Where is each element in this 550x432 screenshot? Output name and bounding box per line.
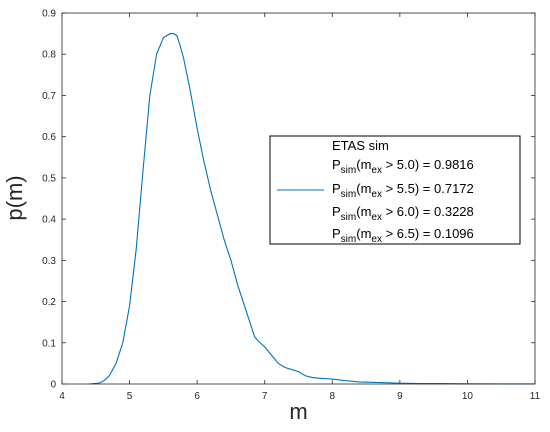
y-tick-label: 0.9	[42, 9, 56, 20]
x-tick-labels: 4 5 6 7 8 9 10 11	[59, 391, 540, 402]
y-tick-label: 0.2	[42, 297, 56, 308]
y-tick-label: 0.4	[42, 215, 56, 226]
y-tick-label: 0	[50, 380, 56, 391]
x-tick-label: 10	[462, 391, 474, 402]
y-axis-label: p(m)	[2, 175, 27, 220]
x-tick-label: 11	[530, 391, 541, 402]
y-tick-label: 0.3	[42, 256, 56, 267]
x-tick-label: 5	[127, 391, 133, 402]
series-line-etas-sim	[88, 33, 536, 385]
y-tick-labels: 0 0.1 0.2 0.3 0.4 0.5 0.6 0.7 0.8 0.9	[42, 9, 56, 391]
y-tick-label: 0.1	[42, 338, 56, 349]
x-tick-label: 4	[59, 391, 65, 402]
y-tick-label: 0.8	[42, 50, 56, 61]
legend-title: ETAS sim	[332, 138, 389, 153]
x-tick-label: 9	[397, 391, 403, 402]
legend: ETAS sim Psim(mex > 5.0) = 0.9816 Psim(m…	[269, 135, 521, 245]
x-tick-label: 8	[330, 391, 336, 402]
y-tick-label: 0.6	[42, 132, 56, 143]
x-axis-label: m	[289, 399, 307, 424]
legend-entry-2: Psim(mex > 5.5) = 0.7172	[332, 181, 474, 200]
legend-entry-1: Psim(mex > 5.0) = 0.9816	[332, 157, 474, 176]
y-tick-label: 0.7	[42, 91, 56, 102]
plot-area-frame	[61, 12, 536, 385]
y-tick-label: 0.5	[42, 173, 56, 184]
x-tick-label: 7	[262, 391, 268, 402]
legend-entry-4: Psim(mex > 6.5) = 0.1096	[332, 226, 474, 245]
legend-entry-3: Psim(mex > 6.0) = 0.3228	[332, 204, 474, 223]
x-tick-label: 6	[194, 391, 200, 402]
